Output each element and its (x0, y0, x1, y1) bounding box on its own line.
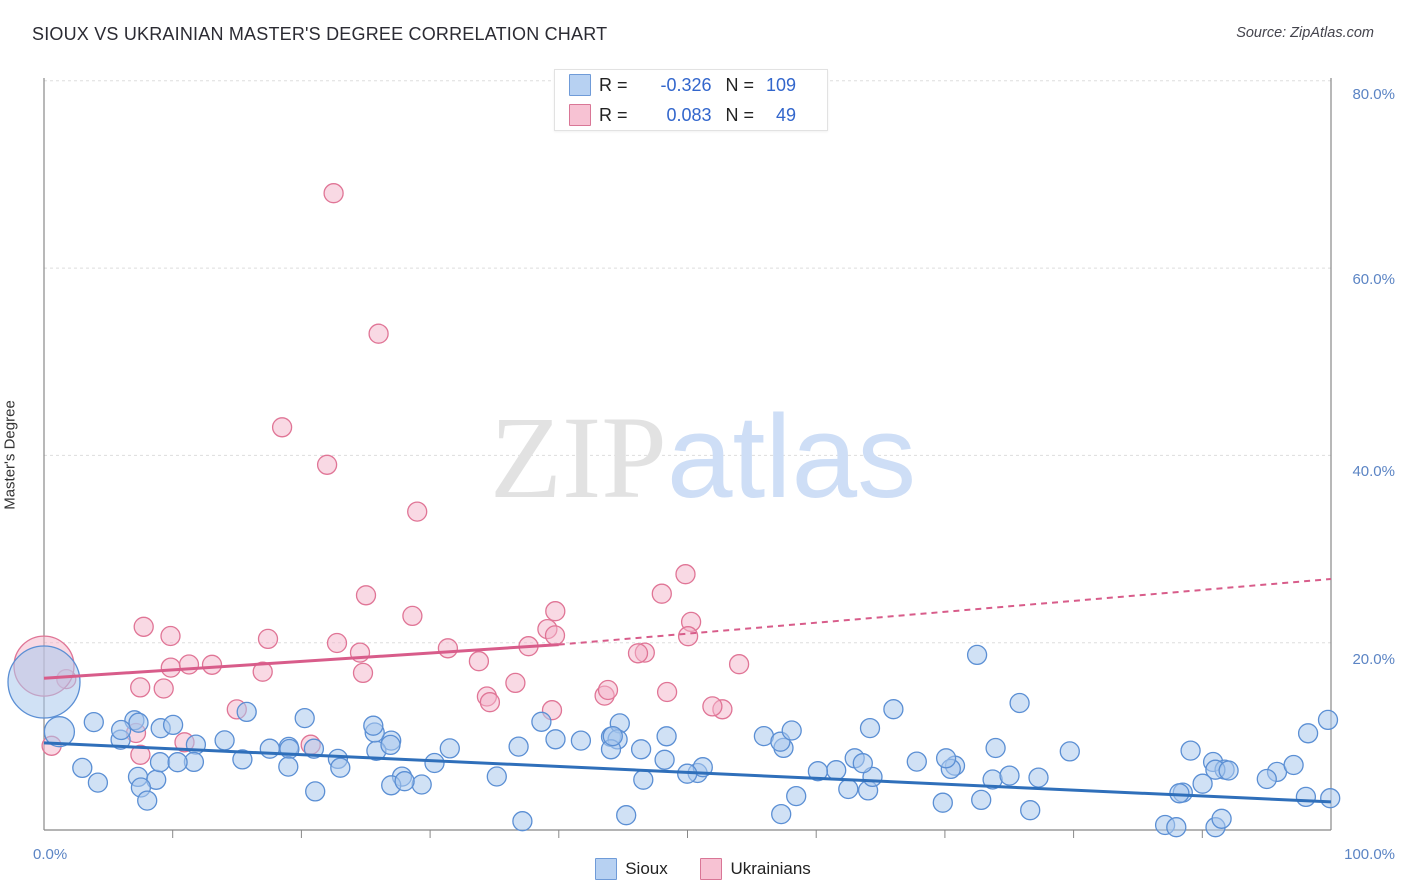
svg-text:ZIPatlas: ZIPatlas (490, 391, 916, 523)
